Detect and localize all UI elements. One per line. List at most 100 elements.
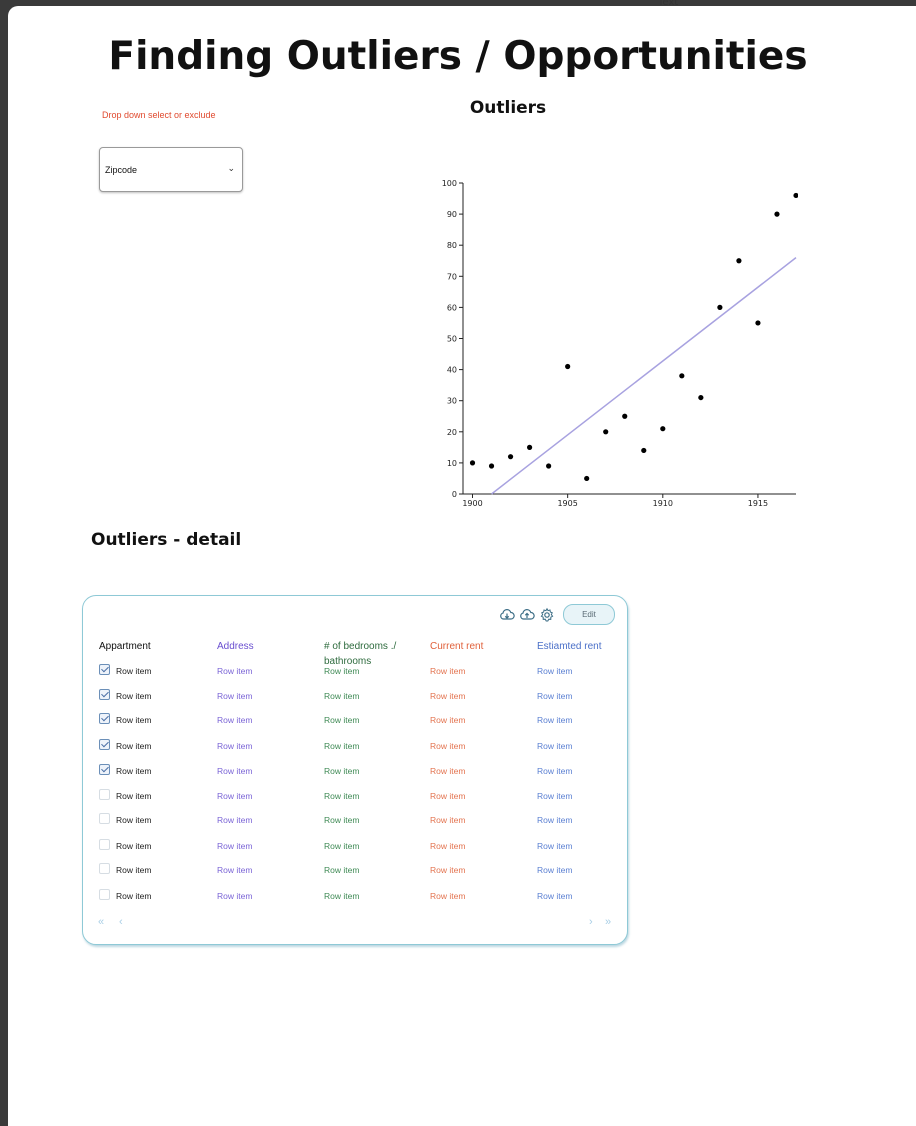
outliers-detail-table-card: Edit Appartment Address # of bedrooms ./ b…: [82, 595, 628, 945]
chart-title: Outliers: [469, 98, 547, 118]
x-tick-label: 1905: [557, 499, 577, 508]
prev-page-icon[interactable]: ‹: [119, 916, 123, 928]
data-point: [755, 320, 761, 326]
table-cell: Row item: [217, 891, 253, 901]
table-header: Appartment Address # of bedrooms ./ bathro…: [99, 639, 619, 669]
data-point: [546, 463, 552, 469]
table-cell: Row item: [217, 766, 253, 776]
table-cell: Row item: [324, 891, 360, 901]
table-cell: Row item: [324, 841, 360, 851]
data-point: [793, 192, 798, 199]
table-cell: Row item: [430, 766, 466, 776]
table-cell: Row item: [324, 815, 360, 825]
table-row[interactable]: Row item Row item Row item Row item Row item: [99, 889, 619, 905]
row-checkbox[interactable]: [99, 863, 110, 874]
table-cell: Row item: [116, 841, 152, 851]
data-point: [698, 394, 704, 401]
y-tick-label: 30: [447, 397, 457, 406]
row-checkbox[interactable]: [99, 839, 110, 850]
table-cell: Row item: [430, 865, 466, 875]
zipcode-dropdown[interactable]: Zipcode ⌄: [99, 147, 243, 192]
column-header[interactable]: Address: [217, 641, 254, 652]
data-point: [527, 444, 533, 450]
row-checkbox[interactable]: [99, 713, 110, 724]
table-row[interactable]: Row item Row item Row item Row item Row item: [99, 839, 619, 855]
data-point: [603, 429, 609, 435]
table-cell: Row item: [324, 766, 360, 776]
table-cell: Row item: [537, 891, 573, 901]
table-cell: Row item: [116, 865, 152, 875]
outliers-scatter-chart: 0 10 20 30 40 50 60 70 80 90 100 1900 1905 1910 1915: [442, 179, 798, 508]
cloud-download-icon[interactable]: [499, 607, 515, 623]
table-row[interactable]: Row item Row item Row item Row item Row item: [99, 689, 619, 705]
edit-button[interactable]: Edit: [563, 604, 615, 625]
data-point: [584, 475, 590, 482]
table-row[interactable]: Row item Row item Row item Row item Row item: [99, 789, 619, 805]
row-checkbox[interactable]: [99, 664, 110, 675]
data-point: [507, 454, 514, 460]
table-row[interactable]: Row item Row item Row item Row item Row item: [99, 713, 619, 729]
column-header[interactable]: Appartment: [99, 641, 151, 652]
next-page-icon[interactable]: ›: [589, 916, 593, 928]
table-cell: Row item: [116, 791, 152, 801]
table-cell: Row item: [430, 715, 466, 725]
table-cell: Row item: [537, 815, 573, 825]
table-row[interactable]: Row item Row item Row item Row item Row item: [99, 863, 619, 879]
table-cell: Row item: [537, 741, 573, 751]
table-cell: Row item: [217, 741, 253, 751]
table-cell: Row item: [537, 766, 573, 776]
row-checkbox[interactable]: [99, 739, 110, 750]
last-page-icon[interactable]: »: [605, 916, 612, 928]
x-tick-label: 1915: [748, 499, 768, 508]
y-tick-label: 60: [447, 303, 457, 312]
gear-icon[interactable]: [539, 607, 555, 623]
table-toolbar: Edit: [499, 604, 615, 625]
table-cell: Row item: [537, 666, 573, 676]
table-cell: Row item: [430, 741, 466, 751]
row-checkbox[interactable]: [99, 689, 110, 700]
column-header[interactable]: # of bedrooms ./ bathrooms: [324, 641, 397, 667]
table-cell: Row item: [217, 715, 253, 725]
trend-line: [491, 257, 797, 495]
table-cell: Row item: [537, 841, 573, 851]
table-cell: Row item: [116, 815, 152, 825]
column-header[interactable]: Estiamted rent: [537, 641, 602, 652]
y-tick-label: 100: [442, 179, 457, 188]
canvas: Text Finding Outliers / Opportunities Dr…: [8, 0, 916, 1126]
table-row[interactable]: Row item Row item Row item Row item Row item: [99, 739, 619, 755]
column-header[interactable]: Current rent: [430, 641, 484, 652]
dropdown-selected-value: Zipcode: [105, 165, 138, 175]
table-row[interactable]: Row item Row item Row item Row item Row item: [99, 813, 619, 829]
table-cell: Row item: [430, 666, 466, 676]
table-cell: Row item: [116, 766, 152, 776]
table-cell: Row item: [217, 815, 253, 825]
table-cell: Row item: [116, 691, 152, 701]
row-checkbox[interactable]: [99, 764, 110, 775]
x-tick-label: 1900: [462, 499, 482, 508]
cloud-upload-icon[interactable]: [519, 607, 535, 623]
table-cell: Row item: [324, 691, 360, 701]
x-tick-label: 1910: [653, 499, 673, 508]
y-tick-label: 40: [447, 366, 457, 375]
table-row[interactable]: Row item Row item Row item Row item Row item: [99, 764, 619, 780]
first-page-icon[interactable]: «: [98, 916, 105, 928]
table-cell: Row item: [537, 691, 573, 701]
y-tick-label: 90: [447, 210, 457, 219]
table-cell: Row item: [430, 841, 466, 851]
table-row[interactable]: Row item Row item Row item Row item Row item: [99, 664, 619, 680]
table-cell: Row item: [537, 715, 573, 725]
data-point: [565, 363, 571, 370]
top-text-fragment: Text: [658, 0, 679, 8]
table-cell: Row item: [430, 891, 466, 901]
filter-hint: Drop down select or exclude: [102, 110, 216, 120]
row-checkbox[interactable]: [99, 789, 110, 800]
table-cell: Row item: [116, 666, 152, 676]
detail-section-title: Outliers - detail: [91, 530, 242, 550]
y-tick-label: 20: [447, 428, 457, 437]
table-cell: Row item: [537, 865, 573, 875]
row-checkbox[interactable]: [99, 813, 110, 824]
data-point: [469, 460, 476, 466]
row-checkbox[interactable]: [99, 889, 110, 900]
table-cell: Row item: [217, 666, 253, 676]
table-cell: Row item: [430, 691, 466, 701]
